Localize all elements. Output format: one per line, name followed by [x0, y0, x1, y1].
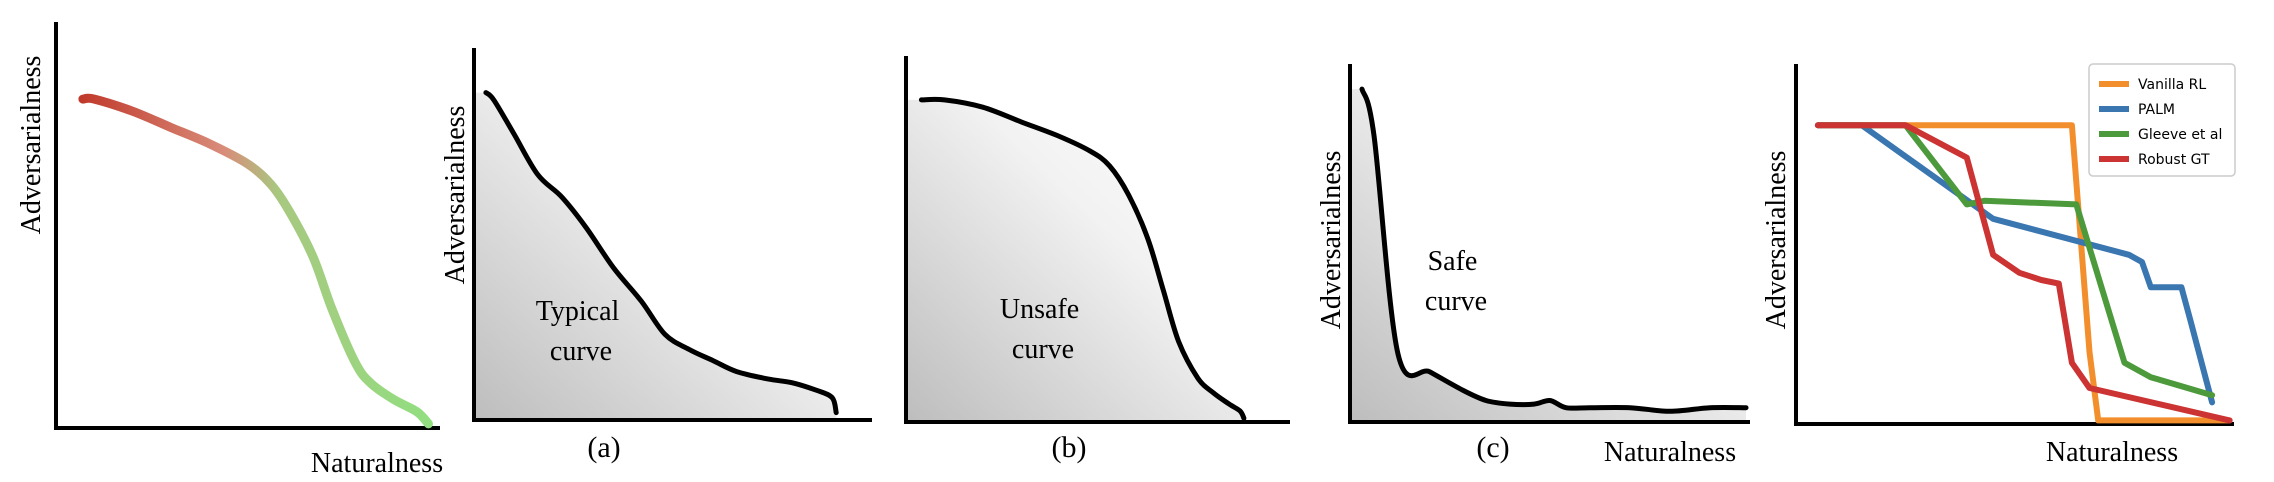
y-axis-label: Adversarialness	[1761, 151, 1792, 330]
curve-label-line-1: Unsafe	[1000, 294, 1079, 325]
panel-a: Adversarialness Typical curve (a)	[440, 48, 872, 464]
panel-caption: (c)	[1476, 431, 1509, 464]
y-axis-label: Adversarialness	[16, 56, 47, 235]
series-line-vanilla-rl	[1814, 122, 2233, 424]
panel-caption: (a)	[587, 431, 620, 464]
curve-label-line-2: curve	[550, 336, 612, 367]
x-axis-label: Naturalness	[1604, 437, 1736, 468]
curve-label-line-1: Typical	[536, 296, 620, 327]
y-axis-label: Adversarialness	[440, 106, 471, 285]
legend-box	[2088, 63, 2236, 177]
method-lines	[1814, 122, 2233, 424]
x-axis-label: Naturalness	[2046, 437, 2178, 468]
curve-label-line-1: Safe	[1428, 246, 1478, 277]
area-under-curve	[474, 92, 837, 420]
series-line-robust-gt	[1814, 122, 2233, 424]
curve-label: Unsafe curve	[1000, 294, 1086, 365]
curve-label-line-2: curve	[1425, 286, 1487, 317]
series-line	[1359, 86, 1749, 414]
series-line	[483, 90, 839, 416]
y-axis-label: Adversarialness	[1316, 151, 1347, 330]
panel-c: Adversarialness Safe curve (c) Naturalne…	[1316, 64, 1750, 468]
series-line	[918, 96, 1247, 421]
legend-label: Gleeve et al	[2138, 127, 2222, 143]
series-line-palm	[1814, 122, 2216, 406]
x-axis-label: Naturalness	[311, 448, 443, 479]
series-line	[78, 93, 433, 429]
curve-label: Safe curve	[1425, 246, 1487, 317]
legend: Vanilla RL PALM Gleeve et al Robust GT	[2088, 63, 2236, 177]
panel-gradient: Adversarialness Naturalness	[16, 22, 443, 479]
curve-label: Typical curve	[536, 296, 627, 367]
panel-b: Unsafe curve (b)	[904, 56, 1290, 464]
area-under-curve	[906, 99, 1244, 422]
legend-label: Vanilla RL	[2138, 77, 2206, 93]
legend-label: Robust GT	[2138, 152, 2210, 168]
legend-label: PALM	[2138, 102, 2175, 118]
area-under-curve	[1350, 89, 1746, 422]
curve-label-line-2: curve	[1012, 334, 1074, 365]
panel-methods: Adversarialness Naturalness Vanilla RL PA…	[1761, 63, 2236, 468]
series-line-gleeve-et-al	[1814, 122, 2216, 399]
panel-caption: (b)	[1052, 431, 1087, 464]
